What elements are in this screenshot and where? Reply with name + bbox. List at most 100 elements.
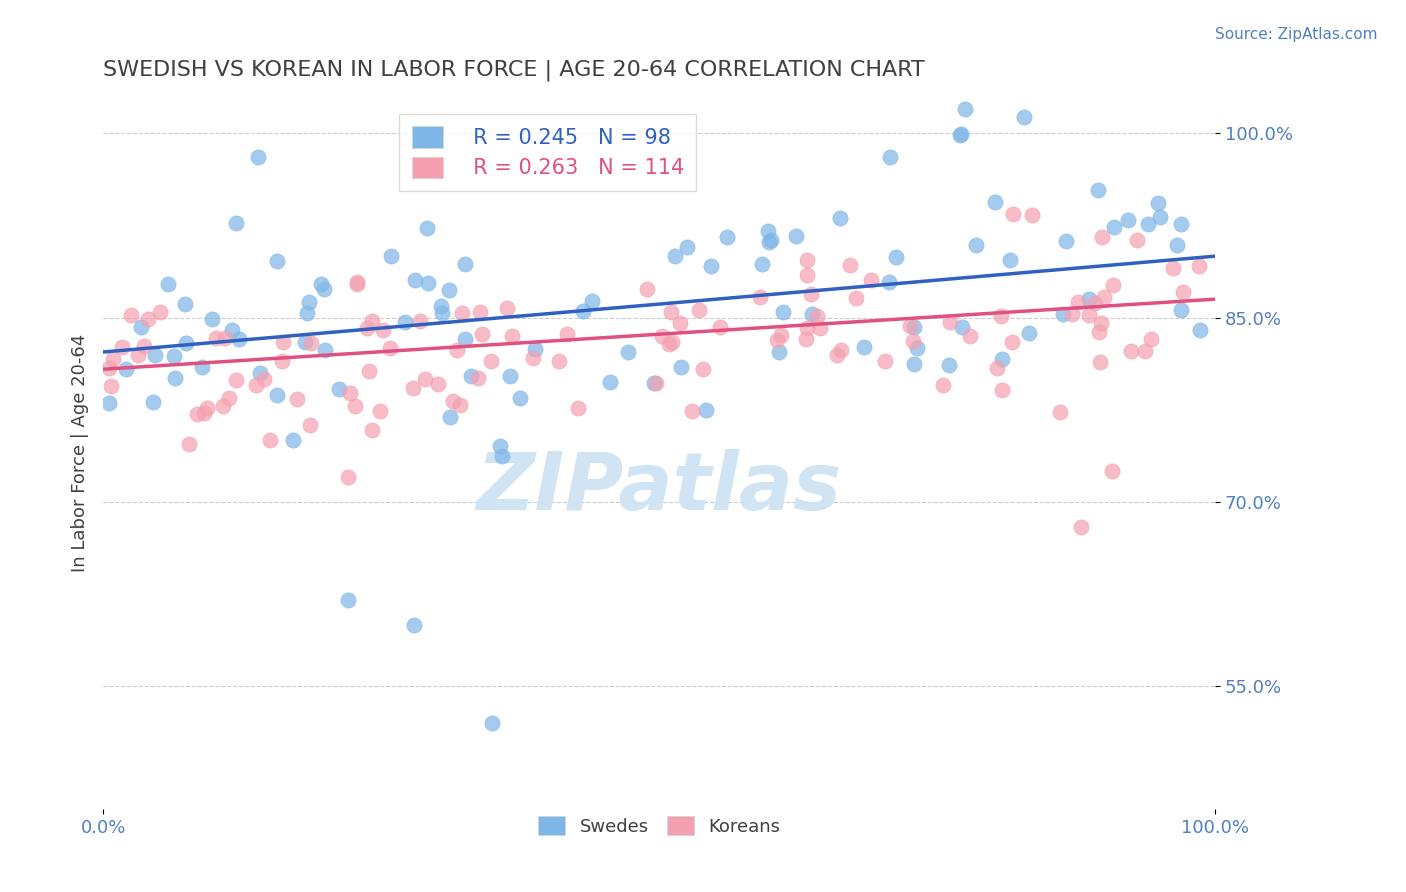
Koreans (1084, 296, 1107, 310)
Koreans (471, 326, 494, 341)
Swedes (903, 319, 925, 334)
Koreans (225, 374, 247, 388)
Swedes (174, 297, 197, 311)
Koreans (336, 470, 359, 484)
Koreans (1125, 233, 1147, 247)
Swedes (294, 334, 316, 349)
Swedes (761, 233, 783, 247)
Koreans (522, 351, 544, 365)
Koreans (218, 392, 240, 406)
Text: Source: ZipAtlas.com: Source: ZipAtlas.com (1215, 27, 1378, 42)
Koreans (1091, 230, 1114, 244)
Koreans (356, 321, 378, 335)
Swedes (430, 306, 453, 320)
Koreans (636, 282, 658, 296)
Swedes (953, 102, 976, 116)
Koreans (426, 377, 449, 392)
Swedes (905, 342, 928, 356)
Koreans (1049, 404, 1071, 418)
Koreans (134, 339, 156, 353)
Swedes (228, 332, 250, 346)
Koreans (343, 400, 366, 414)
Koreans (299, 417, 322, 432)
Swedes (174, 335, 197, 350)
Swedes (903, 357, 925, 371)
Koreans (766, 333, 789, 347)
Koreans (346, 277, 368, 292)
Swedes (1149, 210, 1171, 224)
Swedes (201, 311, 224, 326)
Swedes (266, 387, 288, 401)
Koreans (1133, 343, 1156, 358)
Koreans (1021, 208, 1043, 222)
Swedes (491, 449, 513, 463)
Koreans (959, 328, 981, 343)
Swedes (671, 359, 693, 374)
Koreans (800, 287, 823, 301)
Koreans (1060, 307, 1083, 321)
Swedes (751, 257, 773, 271)
Legend: Swedes, Koreans: Swedes, Koreans (530, 809, 787, 843)
Koreans (496, 301, 519, 315)
Swedes (295, 306, 318, 320)
Swedes (1014, 110, 1036, 124)
Swedes (716, 230, 738, 244)
Koreans (271, 334, 294, 349)
Koreans (873, 354, 896, 368)
Koreans (796, 252, 818, 267)
Koreans (669, 316, 692, 330)
Koreans (645, 376, 668, 391)
Koreans (451, 306, 474, 320)
Swedes (800, 307, 823, 321)
Swedes (247, 150, 270, 164)
Swedes (225, 216, 247, 230)
Swedes (328, 382, 350, 396)
Koreans (1078, 308, 1101, 322)
Swedes (938, 358, 960, 372)
Swedes (965, 237, 987, 252)
Koreans (205, 331, 228, 345)
Koreans (149, 305, 172, 319)
Swedes (163, 349, 186, 363)
Swedes (437, 283, 460, 297)
Swedes (298, 294, 321, 309)
Swedes (1078, 293, 1101, 307)
Swedes (1087, 183, 1109, 197)
Swedes (572, 304, 595, 318)
Swedes (949, 127, 972, 141)
Koreans (1088, 325, 1111, 339)
Koreans (368, 404, 391, 418)
Koreans (103, 351, 125, 366)
Swedes (454, 331, 477, 345)
Swedes (142, 395, 165, 409)
Swedes (884, 250, 907, 264)
Koreans (990, 309, 1012, 323)
Koreans (806, 309, 828, 323)
Koreans (661, 334, 683, 349)
Koreans (657, 337, 679, 351)
Swedes (1116, 212, 1139, 227)
Koreans (186, 407, 208, 421)
Koreans (361, 314, 384, 328)
Koreans (371, 322, 394, 336)
Y-axis label: In Labor Force | Age 20-64: In Labor Force | Age 20-64 (72, 334, 89, 572)
Koreans (467, 371, 489, 385)
Swedes (785, 228, 807, 243)
Koreans (1067, 295, 1090, 310)
Koreans (555, 327, 578, 342)
Koreans (285, 392, 308, 407)
Swedes (984, 194, 1007, 209)
Swedes (1189, 323, 1212, 337)
Koreans (1001, 334, 1024, 349)
Koreans (651, 329, 673, 343)
Koreans (468, 305, 491, 319)
Swedes (416, 220, 439, 235)
Koreans (245, 377, 267, 392)
Swedes (1052, 307, 1074, 321)
Koreans (378, 341, 401, 355)
Koreans (1161, 261, 1184, 276)
Swedes (1170, 218, 1192, 232)
Swedes (309, 277, 332, 291)
Koreans (986, 361, 1008, 376)
Swedes (131, 320, 153, 334)
